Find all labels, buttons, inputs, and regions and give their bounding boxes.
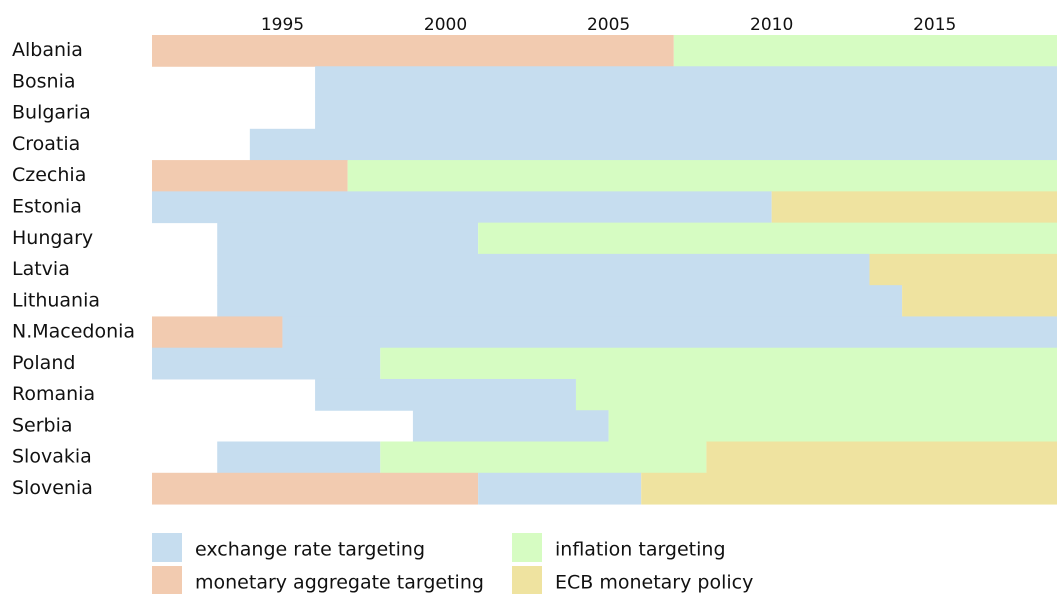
segment <box>641 472 1057 505</box>
legend-swatch <box>152 533 182 562</box>
x-tick-label: 2010 <box>750 15 793 35</box>
legend-label: inflation targeting <box>555 539 726 561</box>
segment <box>152 316 283 349</box>
segment <box>869 253 1057 286</box>
row-label: Lithuania <box>12 289 100 311</box>
segment <box>347 160 1057 192</box>
segment <box>152 35 674 67</box>
segment <box>152 160 348 192</box>
row-label: N.Macedonia <box>12 321 135 343</box>
legend-label: monetary aggregate targeting <box>195 572 484 594</box>
segment <box>282 316 1057 349</box>
row-label: Bulgaria <box>12 102 91 124</box>
segment <box>315 378 576 411</box>
row-label: Serbia <box>12 414 73 436</box>
row-label: Estonia <box>12 195 82 217</box>
segment <box>608 410 1057 443</box>
x-tick-label: 2000 <box>424 15 467 35</box>
row-label: Bosnia <box>12 70 76 92</box>
legend-swatch <box>152 566 182 594</box>
legend-label: exchange rate targeting <box>195 539 425 561</box>
segment <box>152 472 479 505</box>
row-label: Czechia <box>12 164 86 186</box>
row-label: Romania <box>12 383 95 405</box>
legend-swatch <box>512 533 542 562</box>
x-tick-label: 1995 <box>261 15 304 35</box>
segment <box>249 128 1057 161</box>
segment <box>575 378 1057 411</box>
segment <box>315 97 1057 130</box>
row-label: Latvia <box>12 258 70 280</box>
segment <box>478 472 642 505</box>
row-label: Slovakia <box>12 446 92 468</box>
segment <box>217 285 903 317</box>
x-tick-label: 2015 <box>913 15 956 35</box>
segment <box>217 253 870 286</box>
segment <box>380 441 707 474</box>
row-label: Croatia <box>12 133 80 155</box>
segment <box>673 35 1057 67</box>
segment <box>380 347 1057 380</box>
segment <box>478 222 1057 255</box>
segment <box>412 410 609 443</box>
segment <box>152 347 381 380</box>
row-label: Slovenia <box>12 477 93 499</box>
segment <box>217 441 381 474</box>
segment <box>706 441 1057 474</box>
segment <box>152 191 772 224</box>
row-label: Poland <box>12 352 75 374</box>
segment <box>315 66 1057 99</box>
segment <box>902 285 1057 317</box>
x-tick-label: 2005 <box>587 15 630 35</box>
segment <box>771 191 1057 224</box>
legend-swatch <box>512 566 542 594</box>
legend-label: ECB monetary policy <box>555 572 753 594</box>
segment <box>217 222 479 255</box>
row-label: Hungary <box>12 227 93 249</box>
row-label: Albania <box>12 39 83 61</box>
